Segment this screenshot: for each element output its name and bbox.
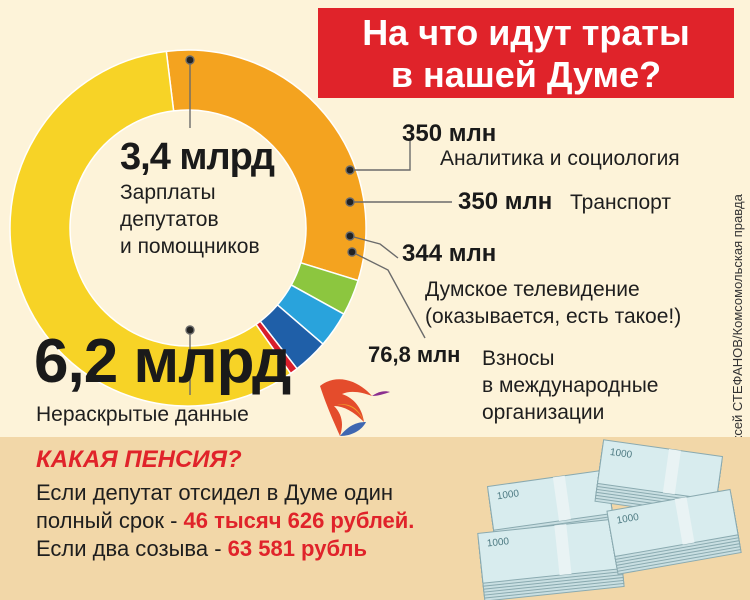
leader-line <box>350 140 411 171</box>
money-stack: 1000 <box>477 518 625 600</box>
pension-amount-2: 63 581 рубль <box>227 536 367 561</box>
banknote-denomination: 1000 <box>496 488 520 502</box>
salary-value: 3,4 млрд <box>120 136 275 178</box>
banknote <box>606 488 739 558</box>
leader-dot <box>345 197 355 207</box>
swallow-logo <box>320 379 390 436</box>
leader-dot <box>345 231 355 241</box>
pension-line-3: Если два созыва - 63 581 рубль <box>36 536 367 562</box>
banknote-denomination: 1000 <box>616 512 640 527</box>
pension-line-2: полный срок - 46 тысяч 626 рублей. <box>36 508 414 534</box>
salary-label-3: и помощников <box>120 235 260 258</box>
money-band <box>554 524 572 576</box>
fees-label-3: организации <box>482 401 605 424</box>
pension-amount-1: 46 тысяч 626 рублей. <box>183 508 415 533</box>
tv-label-1: Думское телевидение <box>425 278 640 301</box>
analytics-value: 350 млн <box>402 120 497 147</box>
banknote <box>596 439 724 501</box>
money-stack: 1000 <box>606 488 742 575</box>
pension-line-3-text: Если два созыва - <box>36 536 228 561</box>
fees-label-2: в международные <box>482 374 659 397</box>
pension-line-1: Если депутат отсидел в Думе один <box>36 480 394 505</box>
money-band <box>552 475 571 521</box>
undisclosed-value: 6,2 млрд <box>34 327 291 396</box>
leader-dot <box>345 165 355 175</box>
slice-undisclosed <box>9 50 292 407</box>
money-band <box>674 497 695 545</box>
transport-label: Транспорт <box>570 191 671 214</box>
banknote-denomination: 1000 <box>609 447 633 461</box>
banknote-denomination: 1000 <box>486 536 510 549</box>
transport-value: 350 млн <box>458 188 553 215</box>
title-banner: На что идут траты в нашей Думе? <box>318 8 734 98</box>
title-line-2: в нашей Думе? <box>390 54 662 95</box>
leader-dot <box>347 247 357 257</box>
fees-label-1: Взносы <box>482 347 555 370</box>
slice-salaries <box>165 49 367 282</box>
undisclosed-label: Нераскрытые данные <box>36 403 249 426</box>
tv-value: 344 млн <box>402 240 497 267</box>
title-line-1: На что идут траты <box>362 12 690 53</box>
fees-value: 76,8 млн <box>368 342 461 367</box>
leader-dot <box>185 55 195 65</box>
leader-dot <box>185 325 195 335</box>
analytics-label: Аналитика и социология <box>440 147 680 170</box>
money-stacks-illustration: 1000 1000 1000 1000 <box>477 439 742 600</box>
leader-line <box>351 251 426 339</box>
money-band <box>662 449 681 495</box>
salary-label-2: депутатов <box>120 208 219 231</box>
tv-label-2: (оказывается, есть такое!) <box>425 305 682 328</box>
photo-credit: Алексей СТЕФАНОВ/Комсомольская правда <box>730 194 745 465</box>
salary-label-1: Зарплаты <box>120 181 216 204</box>
pension-heading: КАКАЯ ПЕНСИЯ? <box>36 446 242 473</box>
money-stack: 1000 <box>594 439 724 519</box>
leader-line <box>349 235 399 259</box>
pension-line-2-text: полный срок - <box>36 508 184 533</box>
